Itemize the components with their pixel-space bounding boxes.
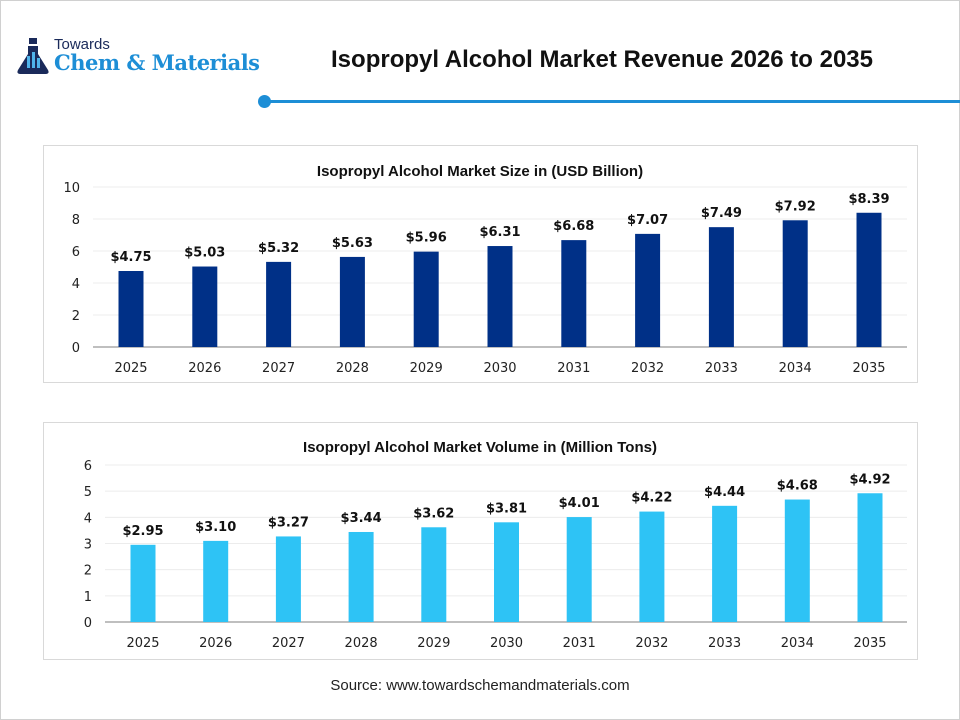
data-label: $7.07 — [627, 213, 668, 228]
data-label: $4.68 — [777, 479, 818, 494]
logo-line1: Towards — [54, 36, 110, 53]
x-tick-label: 2027 — [262, 361, 295, 376]
x-tick-label: 2031 — [557, 361, 590, 376]
x-tick-label: 2034 — [781, 636, 814, 651]
data-label: $5.03 — [184, 246, 225, 261]
page-title: Isopropyl Alcohol Market Revenue 2026 to… — [331, 46, 873, 73]
data-label: $5.96 — [406, 231, 447, 246]
y-tick-label: 0 — [84, 616, 92, 631]
bar — [118, 271, 144, 347]
y-tick-label: 2 — [72, 309, 80, 324]
data-label: $5.63 — [332, 236, 373, 251]
x-tick-label: 2028 — [345, 636, 378, 651]
bar — [784, 499, 810, 622]
bar — [712, 505, 738, 622]
data-label: $4.01 — [559, 496, 600, 511]
data-label: $3.81 — [486, 501, 527, 516]
chart-title: Isopropyl Alcohol Market Volume in (Mill… — [303, 439, 657, 456]
x-tick-label: 2033 — [708, 636, 741, 651]
data-label: $3.62 — [413, 506, 454, 521]
x-tick-label: 2031 — [563, 636, 596, 651]
data-label: $4.92 — [849, 472, 890, 487]
data-label: $6.68 — [553, 219, 594, 234]
y-tick-label: 3 — [84, 538, 92, 553]
y-tick-label: 2 — [84, 564, 92, 579]
x-tick-label: 2035 — [852, 361, 885, 376]
data-label: $7.49 — [701, 206, 742, 221]
chart-box-2 — [43, 422, 918, 660]
y-tick-label: 10 — [63, 181, 80, 196]
bar — [708, 227, 734, 347]
bar — [275, 536, 301, 622]
bar — [561, 240, 587, 347]
x-tick-label: 2026 — [199, 636, 232, 651]
x-tick-label: 2025 — [114, 361, 147, 376]
chart-title: Isopropyl Alcohol Market Size in (USD Bi… — [317, 163, 643, 180]
bar — [857, 493, 883, 622]
x-tick-label: 2029 — [417, 636, 450, 651]
x-tick-label: 2030 — [490, 636, 523, 651]
y-tick-label: 8 — [72, 213, 80, 228]
bar — [782, 220, 808, 347]
bar — [635, 233, 661, 347]
bar — [639, 511, 665, 622]
x-tick-label: 2030 — [483, 361, 516, 376]
y-tick-label: 4 — [72, 277, 80, 292]
flask-icon — [17, 38, 49, 74]
bar — [494, 522, 519, 622]
bar — [856, 212, 882, 347]
chart-box-1 — [43, 145, 918, 383]
bar — [421, 527, 447, 622]
y-tick-label: 5 — [84, 485, 92, 500]
y-tick-label: 4 — [84, 511, 92, 526]
bar — [487, 246, 513, 347]
data-label: $5.32 — [258, 241, 299, 256]
y-tick-label: 6 — [72, 245, 80, 260]
y-tick-label: 0 — [72, 341, 80, 356]
data-label: $3.10 — [195, 520, 236, 535]
data-label: $4.44 — [704, 485, 745, 500]
x-tick-label: 2025 — [126, 636, 159, 651]
bar — [266, 261, 292, 347]
x-tick-label: 2033 — [705, 361, 738, 376]
data-label: $6.31 — [479, 225, 520, 240]
x-tick-label: 2028 — [336, 361, 369, 376]
y-tick-label: 6 — [84, 459, 92, 474]
x-tick-label: 2032 — [635, 636, 668, 651]
bar — [566, 517, 592, 622]
rule-dot — [258, 95, 271, 108]
bar — [203, 540, 229, 622]
x-tick-label: 2035 — [853, 636, 886, 651]
y-tick-label: 1 — [84, 590, 92, 605]
title-rule — [265, 100, 960, 103]
data-label: $2.95 — [122, 524, 163, 539]
x-tick-label: 2026 — [188, 361, 221, 376]
x-tick-label: 2032 — [631, 361, 664, 376]
bar — [339, 256, 365, 347]
logo-line2: Chem & Materials — [54, 50, 260, 75]
source: Source: www.towardschemandmaterials.com — [330, 677, 630, 694]
data-label: $3.44 — [341, 511, 382, 526]
x-tick-label: 2029 — [410, 361, 443, 376]
bar — [413, 251, 439, 347]
data-label: $4.75 — [110, 250, 151, 265]
data-label: $3.27 — [268, 515, 309, 530]
data-label: $8.39 — [848, 192, 889, 207]
bar — [130, 544, 156, 622]
bar — [192, 266, 218, 347]
x-tick-label: 2034 — [779, 361, 812, 376]
data-label: $7.92 — [775, 199, 816, 214]
data-label: $4.22 — [631, 491, 672, 506]
x-tick-label: 2027 — [272, 636, 305, 651]
bar — [348, 531, 374, 622]
